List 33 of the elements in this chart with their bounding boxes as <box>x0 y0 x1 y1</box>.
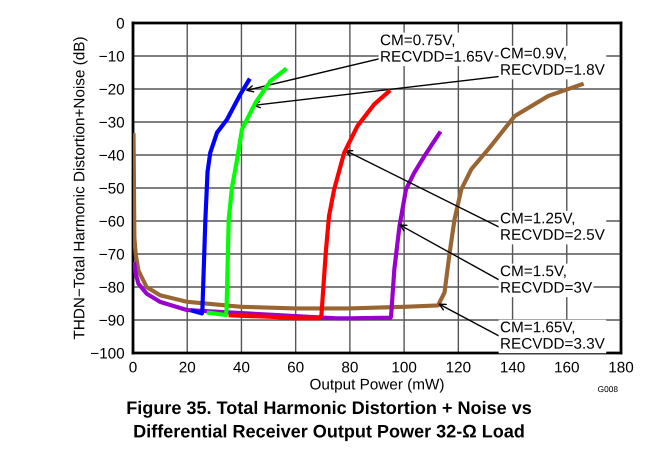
line-series <box>206 68 287 318</box>
y-tick-label: −70 <box>100 248 124 260</box>
y-tick-label: −50 <box>100 182 124 194</box>
y-tick-label: 0 <box>116 18 124 29</box>
y-tick-label: −30 <box>100 116 124 128</box>
text: G008 <box>598 386 618 392</box>
annotation: CM=1.65V, RECVDD=3.3V <box>500 322 605 349</box>
x-tick-label: 60 <box>288 362 304 373</box>
x-tick-label: 80 <box>342 362 358 373</box>
annotation: CM=1.5V, RECVDD=3V <box>500 265 592 293</box>
y-tick-label: −90 <box>100 314 124 326</box>
x-tick-label: 160 <box>555 362 579 373</box>
y-tick-label: −60 <box>100 216 124 227</box>
x-tick-label: 0 <box>129 362 137 373</box>
y-axis-title: THDN−Total Harmonic Distortion+Noise (dB) <box>73 37 88 340</box>
line-series <box>228 90 391 320</box>
y-tick-label: −10 <box>100 50 124 62</box>
x-tick-label: 20 <box>179 362 196 373</box>
annotation: CM=1.25V, RECVDD=2.5V <box>500 212 605 240</box>
text: Figure 35. Total Harmonic Distortion + Noise vs Differential Receiver Output Power 32-Ω Load <box>127 400 532 442</box>
y-tick-label: −80 <box>100 282 124 293</box>
x-tick-label: 140 <box>500 362 525 373</box>
y-tick-label: −20 <box>100 84 124 95</box>
y-tick-label: −40 <box>100 150 124 161</box>
annotation: CM=0.75V, RECVDD=1.65V <box>380 34 494 62</box>
x-tick-label: 180 <box>609 362 634 373</box>
x-axis-title: Output Power (mW) <box>310 378 444 393</box>
x-tick-label: 100 <box>392 362 416 373</box>
x-tick-label: 120 <box>446 362 470 373</box>
x-tick-label: 40 <box>233 362 250 373</box>
y-tick-label: −100 <box>91 348 124 359</box>
annotation: CM=0.9V, RECVDD=1.8V <box>500 48 605 75</box>
line-series <box>190 78 251 316</box>
